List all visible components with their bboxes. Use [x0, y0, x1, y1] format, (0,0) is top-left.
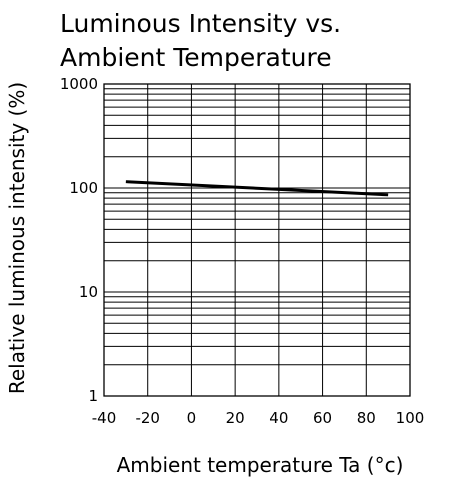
x-tick-label: 60 — [313, 409, 332, 427]
x-tick-label: 80 — [357, 409, 376, 427]
chart-title-line-1: Luminous Intensity vs. — [60, 9, 341, 38]
y-tick-label: 1 — [88, 387, 98, 405]
x-tick-label: 40 — [269, 409, 288, 427]
x-axis-label: Ambient temperature Ta (°c) — [117, 453, 404, 477]
x-tick-label: 20 — [226, 409, 245, 427]
series-line — [125, 180, 389, 197]
y-tick-label: 1000 — [60, 75, 98, 93]
x-tick-label: 100 — [396, 409, 425, 427]
x-tick-label: -40 — [92, 409, 117, 427]
x-tick-label: -20 — [135, 409, 160, 427]
y-tick-label: 10 — [79, 283, 98, 301]
y-tick-label: 100 — [69, 179, 98, 197]
plot-grid — [104, 84, 410, 396]
chart-title-line-2: Ambient Temperature — [60, 43, 332, 72]
y-axis-label: Relative luminous intensity (%) — [5, 82, 29, 394]
x-tick-label: 0 — [187, 409, 197, 427]
series-layer — [125, 180, 389, 197]
plot-frame — [103, 83, 411, 397]
x-tick-labels: -40 -20 0 20 40 60 80 100 — [92, 409, 425, 427]
y-tick-labels: 1 10 100 1000 — [60, 75, 98, 405]
